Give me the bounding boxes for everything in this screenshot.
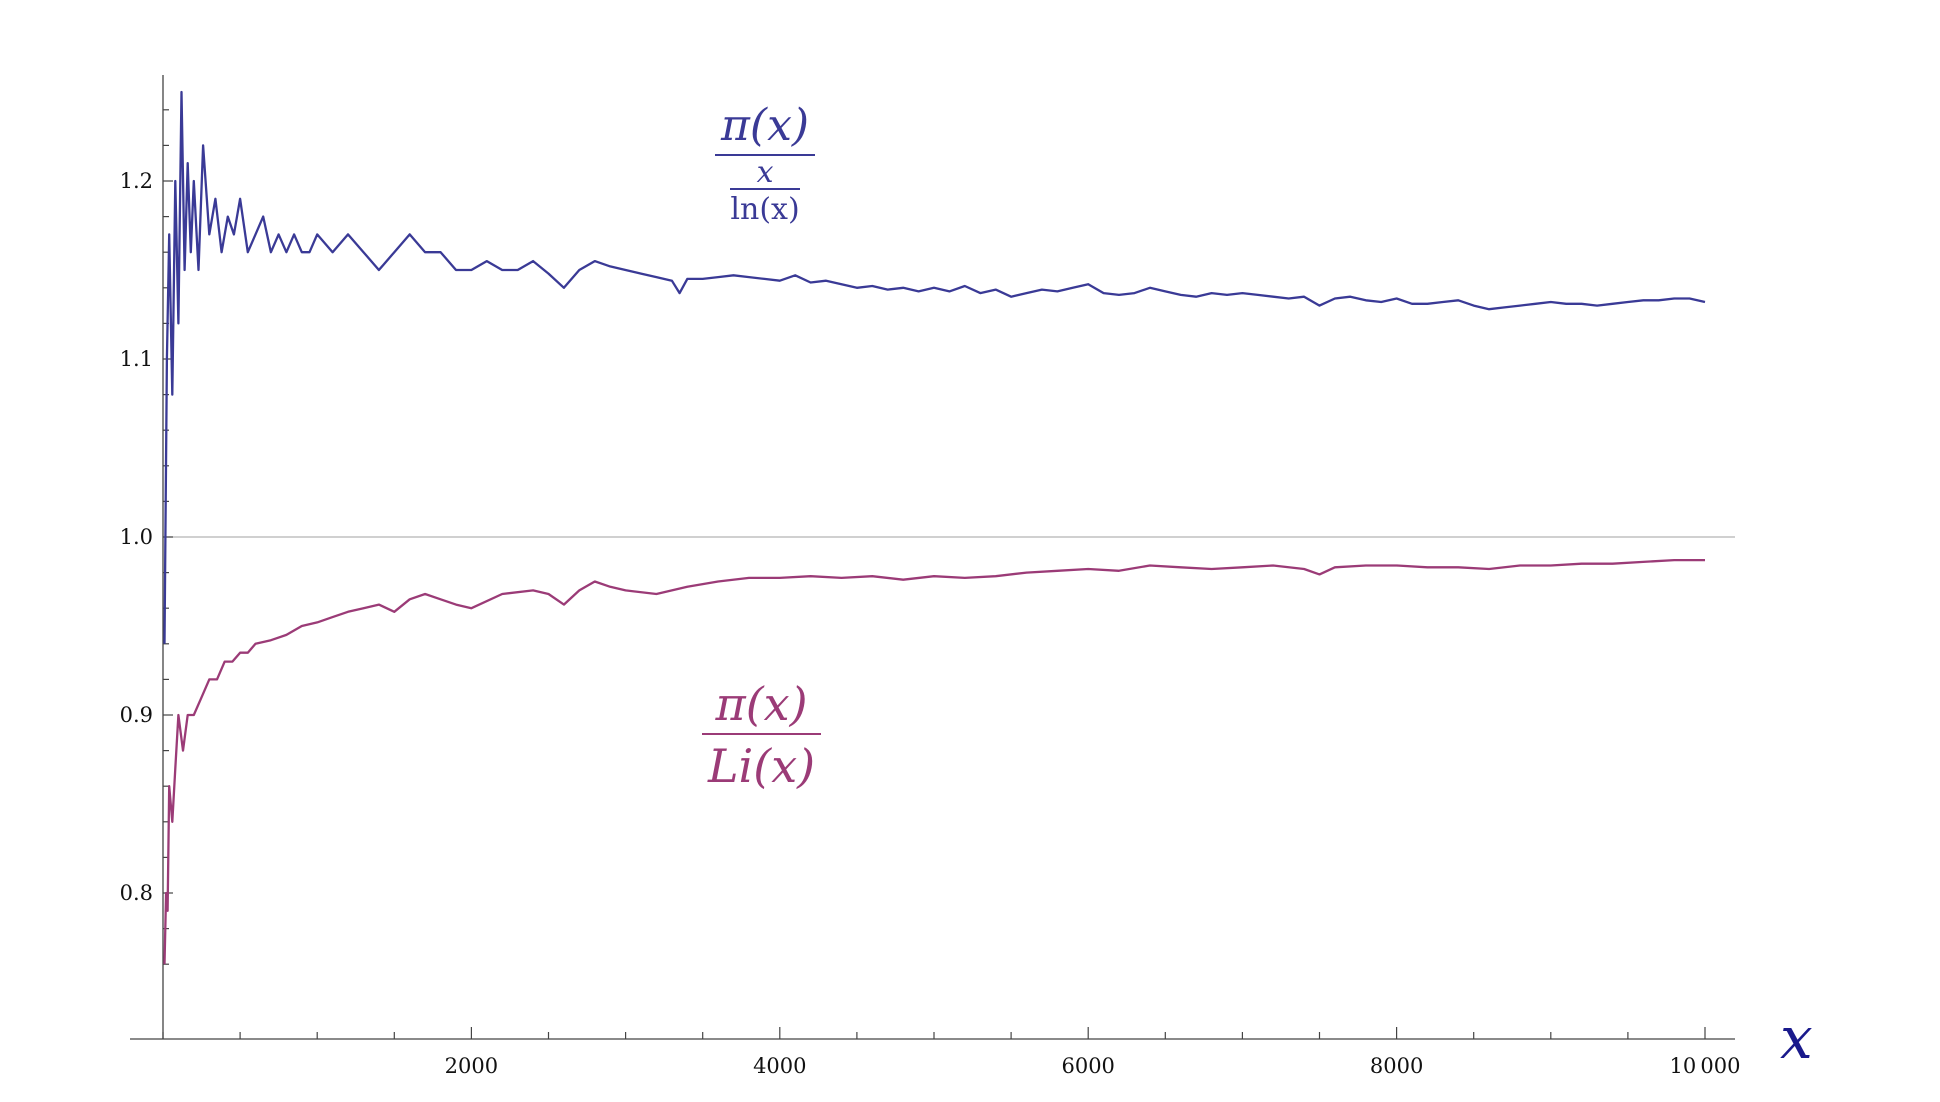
y-tick-label: 1.1 [120, 347, 153, 371]
lower-annotation-denominator: Li(x) [708, 739, 816, 793]
lower-annotation-fraction-bar [702, 733, 822, 735]
upper-annotation-numerator: π(x) [721, 100, 810, 151]
x-tick-label: 6000 [1061, 1054, 1114, 1078]
y-tick-label: 1.2 [120, 169, 153, 193]
y-tick-label: 0.8 [120, 881, 153, 905]
upper-annotation-inner-denominator: ln(x) [730, 192, 800, 227]
upper-ratio-series-line [163, 90, 1706, 644]
upper-annotation-inner-bar [730, 188, 800, 190]
upper-series-annotation: π(x) x ln(x) [715, 98, 816, 230]
upper-annotation-denominator: x ln(x) [730, 155, 800, 230]
lower-series-annotation: π(x) Li(x) [702, 675, 822, 797]
lower-ratio-series-line [163, 558, 1705, 965]
upper-annotation-inner-numerator: x [756, 155, 774, 190]
lower-annotation-numerator: π(x) [715, 677, 808, 731]
x-axis-label: x [1780, 1004, 1813, 1072]
upper-annotation-fraction-bar [715, 154, 816, 156]
y-tick-label: 0.9 [120, 703, 153, 727]
y-tick-label: 1.0 [120, 525, 153, 549]
x-tick-label: 10 000 [1670, 1054, 1741, 1078]
x-tick-label: 8000 [1370, 1054, 1423, 1078]
x-tick-label: 4000 [753, 1054, 806, 1078]
x-tick-label: 2000 [445, 1054, 498, 1078]
